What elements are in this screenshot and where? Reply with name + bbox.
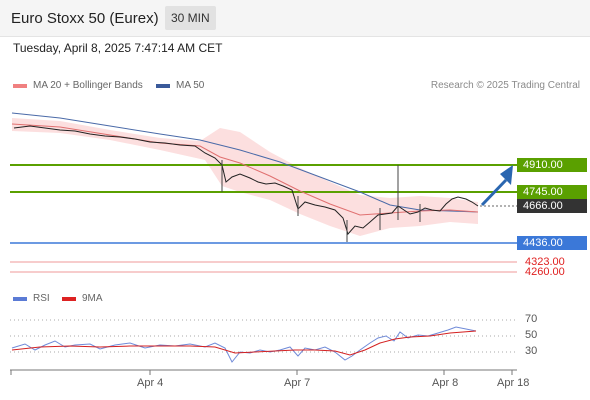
price-label-s1: 4436.00 — [517, 236, 587, 250]
legend-ma50-label: MA 50 — [176, 80, 205, 91]
ma50-swatch — [156, 83, 170, 88]
x-axis-ticks — [10, 370, 513, 375]
price-label-r2: 4910.00 — [517, 158, 587, 172]
bollinger-band — [12, 118, 478, 236]
rsi-ma-swatch — [62, 296, 76, 301]
legend-ma20: MA 20 + Bollinger Bands — [13, 80, 143, 91]
research-credit: Research © 2025 Trading Central — [430, 80, 580, 91]
price-label-s3: 4260.00 — [525, 266, 565, 278]
instrument-title: Euro Stoxx 50 (Eurex) — [11, 10, 159, 27]
price-label-s2: 4323.00 — [525, 256, 565, 268]
x-label-apr18: Apr 18 — [497, 377, 530, 389]
candle-wicks — [221, 160, 421, 242]
legend-rsi-ma: 9MA — [62, 293, 103, 304]
forecast-arrow — [480, 165, 513, 207]
x-label-apr4: Apr 4 — [137, 377, 164, 389]
rsi-swatch — [13, 296, 27, 301]
rsi-level-30: 30 — [525, 345, 538, 357]
legend-ma50: MA 50 — [156, 80, 204, 91]
timestamp: Tuesday, April 8, 2025 7:47:14 AM CET — [13, 41, 223, 55]
x-label-apr7: Apr 7 — [284, 377, 311, 389]
rsi-level-50: 50 — [525, 329, 538, 341]
legend-rsi: RSI — [13, 293, 50, 304]
rsi-ma-line — [11, 330, 477, 356]
price-label-r1: 4745.00 — [517, 185, 587, 199]
rsi-grid — [10, 319, 517, 353]
legend-rsi-label: RSI — [33, 293, 50, 304]
header-bar: Euro Stoxx 50 (Eurex) 30 MIN — [0, 0, 590, 37]
price-label-current: 4666.00 — [517, 199, 587, 213]
timeframe-button[interactable]: 30 MIN — [165, 6, 216, 30]
rsi-line — [11, 326, 477, 363]
legend-ma20-label: MA 20 + Bollinger Bands — [33, 80, 143, 91]
rsi-level-70: 70 — [525, 313, 538, 325]
x-label-apr8: Apr 8 — [432, 377, 459, 389]
legend-rsi-ma-label: 9MA — [82, 293, 103, 304]
ma20-swatch — [13, 83, 27, 88]
